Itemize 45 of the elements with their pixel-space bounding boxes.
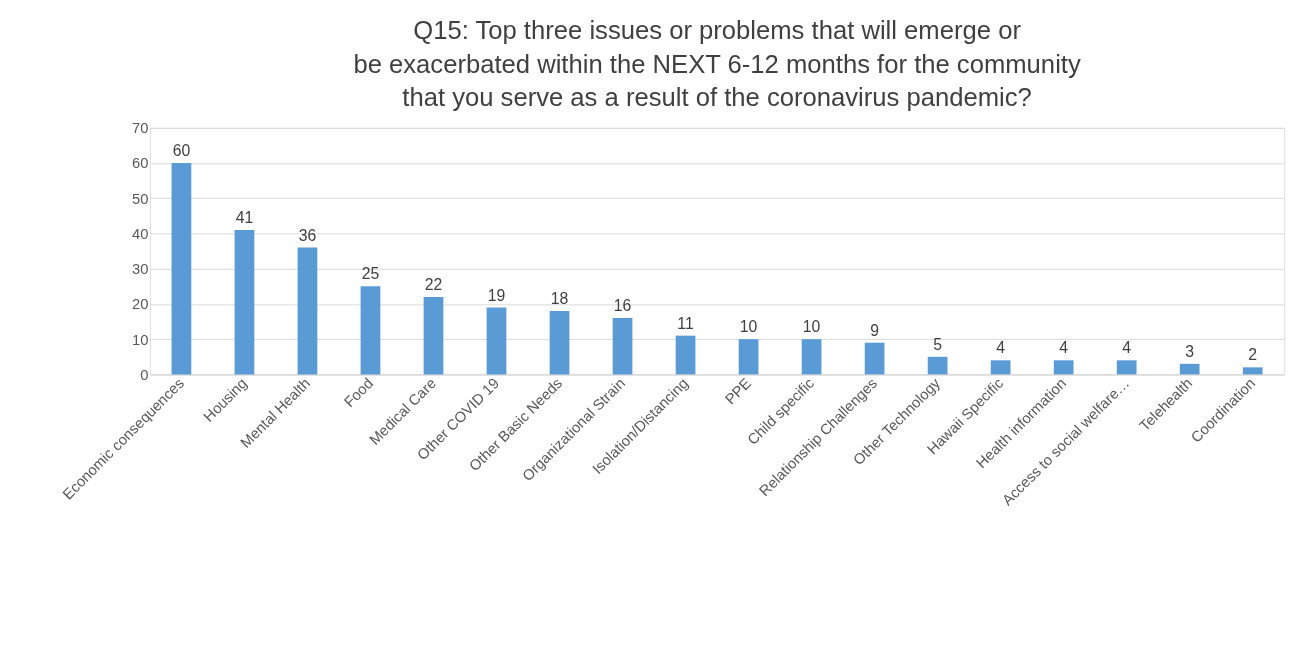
- data-label: 18: [550, 290, 569, 308]
- data-label: 41: [235, 209, 254, 227]
- data-label: 19: [487, 286, 506, 304]
- data-label: 2: [1248, 346, 1258, 364]
- bar: [612, 318, 633, 375]
- data-label: 36: [298, 226, 317, 244]
- bar: [360, 286, 381, 375]
- data-label: 5: [933, 335, 943, 353]
- data-label: 11: [677, 314, 694, 332]
- bar: [234, 229, 255, 375]
- y-tick-label: 50: [131, 190, 149, 207]
- bar: [1179, 363, 1200, 375]
- data-label: 10: [802, 318, 821, 336]
- bar: [1242, 367, 1263, 375]
- data-label: 4: [1122, 339, 1132, 357]
- data-label: 10: [739, 318, 758, 336]
- y-tick-label: 0: [140, 366, 149, 383]
- bar: [864, 342, 885, 375]
- bar: [549, 310, 570, 375]
- y-tick-label: 20: [131, 296, 149, 313]
- bar: [675, 335, 696, 375]
- data-label: 3: [1185, 342, 1195, 360]
- bar: [801, 339, 822, 375]
- data-label: 4: [1059, 339, 1069, 357]
- y-tick-label: 10: [131, 331, 149, 348]
- y-tick-label: 70: [131, 120, 149, 137]
- y-tick-label: 40: [131, 225, 149, 242]
- bar: [486, 307, 507, 375]
- data-label: 60: [172, 142, 191, 160]
- data-label: 16: [613, 297, 632, 315]
- y-tick-label: 60: [131, 155, 149, 172]
- bar: [990, 360, 1011, 375]
- bar: [1053, 360, 1074, 375]
- y-tick-label: 30: [131, 261, 149, 278]
- bar: [171, 163, 192, 375]
- bar: [297, 247, 318, 375]
- chart-title: Q15: Top three issues or problems that will emerge or be exacerbated within the NEXT 6-12 months for the community that you serve as a result of the coronavirus pandemic?: [353, 16, 1081, 112]
- data-label: 22: [424, 275, 443, 293]
- bar: [423, 296, 444, 375]
- data-label: 4: [996, 339, 1006, 357]
- data-label: 25: [361, 265, 380, 283]
- data-label: 9: [870, 321, 880, 339]
- bar: [927, 356, 948, 375]
- bar: [738, 339, 759, 375]
- bar: [1116, 360, 1137, 375]
